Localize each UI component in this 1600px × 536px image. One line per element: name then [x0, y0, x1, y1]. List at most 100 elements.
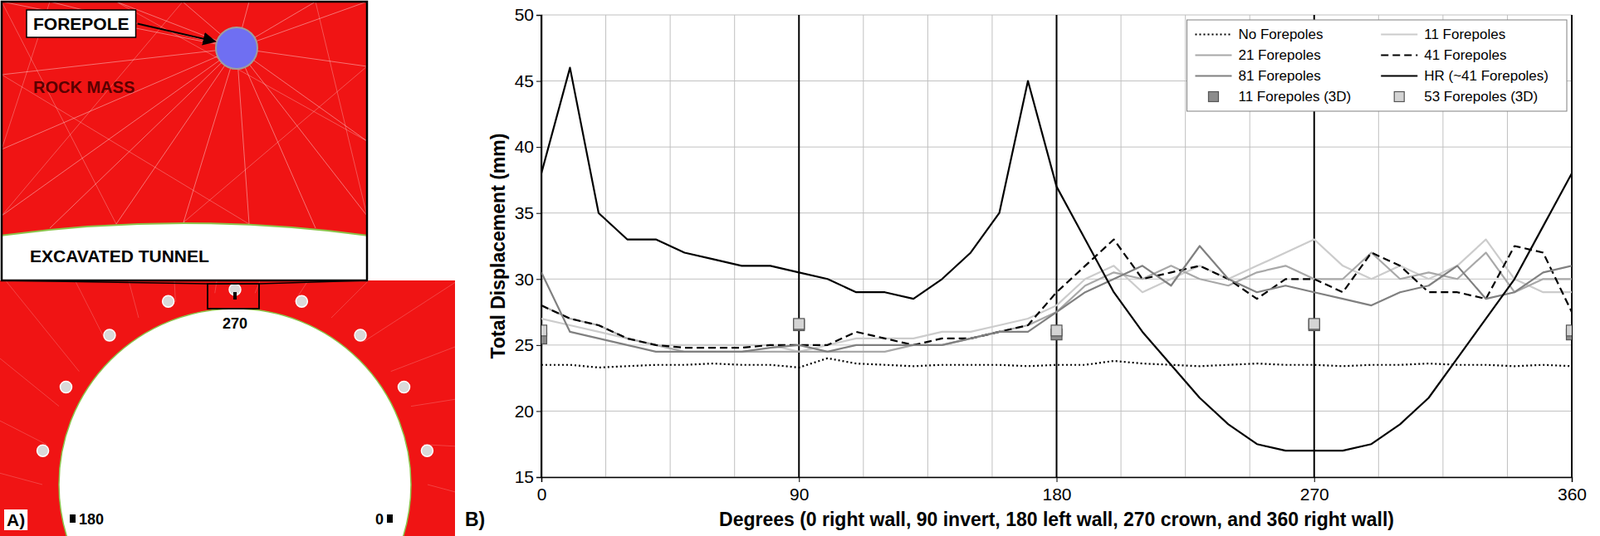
y-tick-mark: [536, 411, 542, 412]
forepole-section: [295, 295, 308, 308]
point: [1566, 325, 1573, 337]
y-tick-mark: [536, 345, 542, 347]
point: [793, 318, 805, 330]
series-line: [541, 239, 1572, 353]
legend-item: 11 Forepoles (3D): [1208, 88, 1351, 105]
legend-item: No Forepoles: [1194, 26, 1323, 43]
y-tick-mark: [536, 146, 542, 148]
mesh-line: [315, 1, 367, 216]
y-tick-mark: [536, 477, 542, 479]
figure: FOREPOLEROCK MASSEXCAVATED TUNNEL2701800…: [0, 0, 1600, 536]
mesh-line: [116, 1, 367, 142]
rock-mass-label: ROCK MASS: [33, 78, 135, 97]
series-line: [541, 358, 1572, 368]
y-axis: 1520253035404550: [514, 4, 543, 487]
forepole-section: [103, 329, 116, 342]
x-tick-label: 0: [537, 484, 548, 504]
x-tick: 90: [789, 477, 809, 504]
x-tick-label: 90: [789, 484, 809, 504]
x-tick-mark: [1314, 477, 1316, 483]
y-tick-mark: [536, 81, 542, 83]
y-tick-mark: [536, 278, 542, 280]
y-tick: 15: [514, 467, 542, 487]
mesh-line: [1, 48, 237, 150]
mesh-line: [183, 66, 367, 223]
x-tick: 360: [1557, 477, 1587, 504]
legend-label: 11 Forepoles (3D): [1237, 88, 1351, 105]
x-grid-line: [797, 14, 800, 478]
mesh-line: [363, 280, 456, 343]
mesh-line: [0, 454, 43, 485]
y-tick-label: 20: [514, 401, 534, 421]
mesh-line: [1, 74, 250, 225]
point: [1308, 318, 1320, 330]
mesh-line: [1, 48, 237, 216]
x-tick: 180: [1042, 477, 1072, 504]
panel-b: 0901802703601520253035404550Degrees (0 r…: [487, 4, 1587, 531]
legend-swatch: [1208, 92, 1219, 103]
angle-label: 180: [78, 511, 104, 529]
mesh-line: [236, 48, 367, 216]
y-tick: 35: [514, 203, 542, 223]
angle-label: 0: [375, 511, 384, 529]
panel-label: A): [6, 510, 25, 530]
mesh-line: [331, 280, 416, 319]
forepole-label: FOREPOLE: [33, 14, 130, 34]
y-tick: 30: [514, 269, 542, 289]
legend-swatch: [1380, 74, 1418, 77]
y-tick: 45: [514, 71, 542, 91]
legend-swatch: [1194, 74, 1232, 77]
wall-marker: [69, 514, 76, 524]
mesh-line: [391, 328, 456, 372]
excavated-tunnel: [58, 308, 412, 536]
x-tick-label: 180: [1042, 484, 1072, 504]
x-minor-grid-line: [1184, 14, 1186, 478]
mesh-line: [411, 387, 456, 407]
mesh-line: [107, 280, 139, 319]
mesh-line: [0, 391, 47, 446]
legend-label: No Forepoles: [1237, 26, 1323, 43]
forepole-section: [354, 329, 367, 342]
y-axis-line: [536, 15, 543, 479]
x-tick-mark: [1056, 477, 1058, 483]
x-grid-line: [1056, 14, 1058, 478]
x-tick: 0: [537, 477, 548, 504]
legend-swatch: [1194, 33, 1232, 35]
x-axis-title: Degrees (0 right wall, 90 invert, 180 le…: [719, 508, 1395, 531]
tunnel-boundary: [1, 223, 367, 236]
y-tick-label: 30: [514, 269, 534, 289]
legend-item: 11 Forepoles: [1380, 26, 1506, 43]
grid: [541, 14, 1572, 478]
series-line: [541, 68, 1572, 452]
legend-label: 11 Forepoles: [1423, 26, 1506, 43]
legend-swatch: [1394, 92, 1405, 103]
forepole-label-box: [26, 9, 137, 38]
x-minor-grid-line: [991, 14, 993, 478]
inset-tunnel: [1, 223, 367, 281]
x-minor-grid-line: [1120, 14, 1122, 478]
mesh-line: [0, 332, 59, 407]
forepole: [215, 27, 258, 69]
x-axis-line: [542, 478, 1573, 484]
panel-a: FOREPOLEROCK MASSEXCAVATED TUNNEL2701800…: [0, 1, 543, 536]
legend-item: HR (~41 Forepoles): [1380, 68, 1549, 84]
y-tick-label: 25: [514, 335, 534, 355]
forepole-section: [398, 381, 411, 394]
panel-label-ground: [4, 509, 28, 531]
legend-swatch: [1380, 53, 1418, 56]
legend-box: [1186, 19, 1567, 112]
x-tick-mark: [1571, 477, 1573, 483]
legend-label: HR (~41 Forepoles): [1423, 68, 1549, 84]
legend-label: 41 Forepoles: [1423, 47, 1507, 64]
legend-item: 21 Forepoles: [1194, 47, 1321, 64]
mesh-line: [52, 280, 107, 343]
y-tick: 20: [514, 401, 542, 421]
x-minor-grid-line: [862, 14, 864, 478]
point: [541, 325, 548, 337]
y-tick-label: 15: [514, 467, 534, 487]
tunnel-view: [0, 280, 456, 536]
x-axis: 090180270360: [537, 477, 1587, 504]
x-tick-mark: [798, 477, 800, 483]
legend-label: 21 Forepoles: [1237, 47, 1321, 64]
y-tick: 50: [514, 4, 542, 25]
